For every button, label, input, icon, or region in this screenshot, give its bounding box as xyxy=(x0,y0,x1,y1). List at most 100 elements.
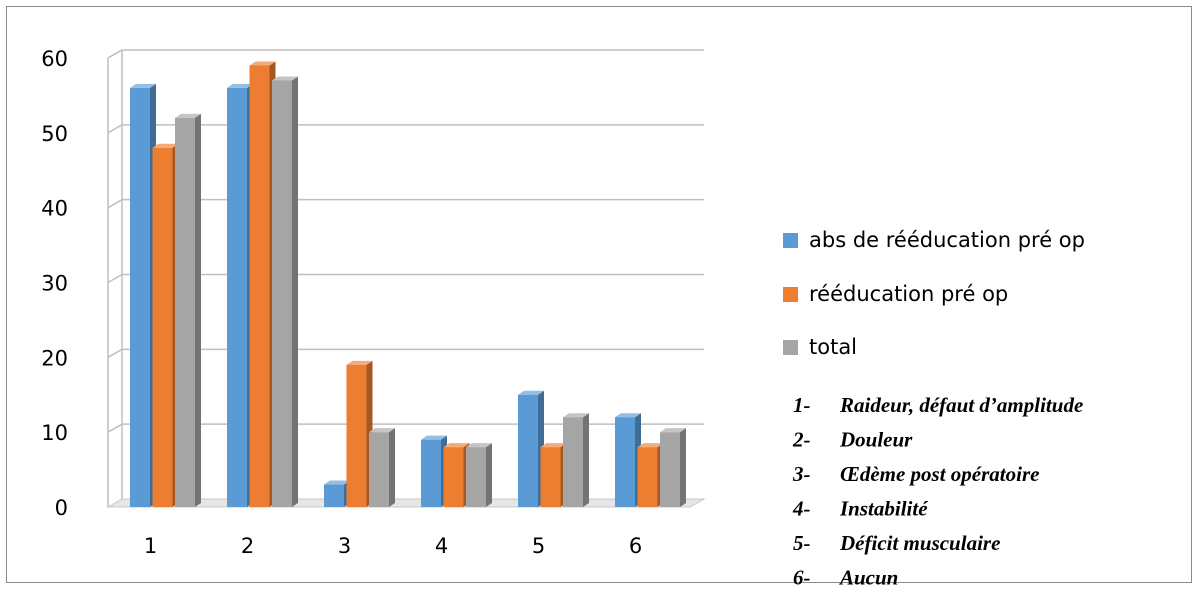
bar xyxy=(518,390,544,507)
bar-top xyxy=(175,113,201,118)
bar xyxy=(421,435,447,507)
bar xyxy=(615,413,641,507)
bar-top xyxy=(421,435,447,440)
y-tick-label: 60 xyxy=(41,47,68,71)
bar-front xyxy=(249,65,270,507)
x-tick-label: 3 xyxy=(338,534,351,558)
bar-top xyxy=(324,480,350,485)
y-tick-label: 40 xyxy=(41,197,68,221)
bar-front xyxy=(175,117,195,507)
category-note: 5- Déficit musculaire xyxy=(793,531,1000,555)
bar-side xyxy=(389,428,395,507)
gridline-depth xyxy=(107,273,123,284)
note-number: 1- xyxy=(793,393,811,417)
bar-front xyxy=(324,484,344,507)
gridline-depth xyxy=(107,124,123,134)
bar xyxy=(249,61,276,507)
note-text: Œdème post opératoire xyxy=(840,462,1039,486)
bar-front xyxy=(152,147,173,508)
note-text: Aucun xyxy=(838,566,898,589)
legend-item: rééducation pré op xyxy=(783,282,1008,306)
legend-swatch xyxy=(783,233,798,248)
legend-item: abs de rééducation pré op xyxy=(783,228,1085,252)
category-note: 2- Douleur xyxy=(792,428,913,452)
bar-front xyxy=(660,432,680,507)
bar xyxy=(227,83,253,507)
y-axis-depth xyxy=(107,49,123,59)
x-tick-label: 4 xyxy=(435,534,448,558)
bar-top xyxy=(130,83,156,88)
bar-top xyxy=(637,443,664,448)
bar xyxy=(563,413,589,507)
bar-top xyxy=(346,360,373,365)
chart-frame xyxy=(6,6,1192,583)
bar-front xyxy=(518,394,538,507)
bar-front xyxy=(272,80,292,507)
bar xyxy=(324,480,350,507)
note-number: 2- xyxy=(792,428,811,452)
bar-front xyxy=(615,417,635,507)
gridline-depth xyxy=(107,423,123,433)
note-text: Instabilité xyxy=(839,497,928,521)
bar xyxy=(130,83,156,507)
bar xyxy=(540,443,567,507)
bar-front xyxy=(563,417,583,507)
bar-side xyxy=(195,113,201,507)
note-text: Déficit musculaire xyxy=(839,531,1000,555)
x-tick-label: 6 xyxy=(629,534,642,558)
bar-top xyxy=(369,428,395,433)
bar-side xyxy=(680,428,686,507)
bar xyxy=(466,443,492,507)
bar-top xyxy=(227,83,253,88)
legend-swatch xyxy=(783,340,798,355)
category-note: 3- Œdème post opératoire xyxy=(792,462,1039,486)
bar xyxy=(369,428,395,507)
bar-top xyxy=(272,76,298,81)
category-note: 4- Instabilité xyxy=(792,497,928,521)
note-text: Raideur, défaut d’amplitude xyxy=(839,393,1083,417)
bar-top xyxy=(660,428,686,433)
gridline-depth xyxy=(107,348,123,358)
bar-front xyxy=(346,364,367,507)
bar-top xyxy=(249,61,276,66)
bar-side xyxy=(292,76,298,507)
legend-label: total xyxy=(809,335,857,359)
bar-top xyxy=(466,443,492,448)
bar xyxy=(152,143,179,508)
legend-item: total xyxy=(783,335,857,359)
bar-top xyxy=(518,390,544,395)
y-tick-label: 30 xyxy=(41,272,68,296)
y-tick-label: 50 xyxy=(41,122,68,146)
y-tick-label: 20 xyxy=(41,346,68,370)
category-note: 6- Aucun xyxy=(793,566,898,589)
bar xyxy=(660,428,686,507)
note-text: Douleur xyxy=(839,428,913,452)
note-number: 6- xyxy=(793,566,811,589)
bar xyxy=(175,113,201,507)
bar-front xyxy=(540,447,561,507)
bar-front xyxy=(227,87,247,507)
bar-front xyxy=(130,87,150,507)
bar-top xyxy=(563,413,589,418)
y-tick-label: 0 xyxy=(55,496,68,520)
category-note: 1- Raideur, défaut d’amplitude xyxy=(793,393,1083,417)
note-number: 3- xyxy=(792,462,811,486)
bar-front xyxy=(466,447,486,507)
bar-top xyxy=(615,413,641,418)
bar-front xyxy=(421,439,441,507)
bar-front xyxy=(369,432,389,507)
y-tick-label: 10 xyxy=(41,421,68,445)
bar-front xyxy=(637,447,658,507)
note-number: 4- xyxy=(792,497,811,521)
bar xyxy=(346,360,373,507)
legend-label: abs de rééducation pré op xyxy=(809,228,1085,252)
gridline-depth xyxy=(107,199,123,209)
x-tick-label: 5 xyxy=(532,534,545,558)
x-tick-label: 1 xyxy=(144,534,157,558)
bar-top xyxy=(443,443,470,448)
bar-side xyxy=(583,413,589,507)
bar-front xyxy=(443,447,464,507)
x-tick-label: 2 xyxy=(241,534,254,558)
bar xyxy=(443,443,470,507)
